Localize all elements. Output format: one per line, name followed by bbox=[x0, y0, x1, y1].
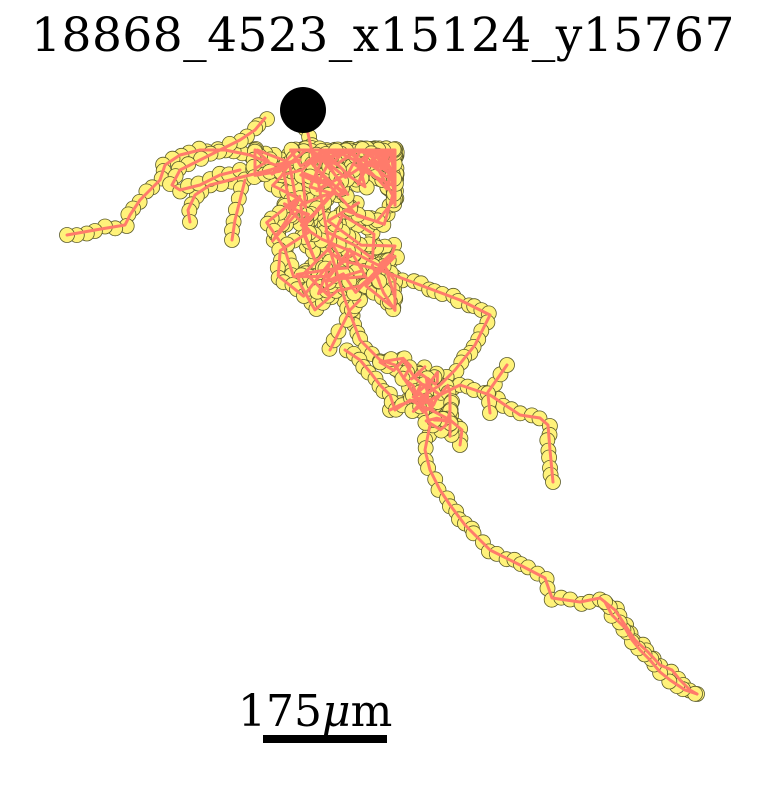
trace-segment-overlay-10 bbox=[328, 298, 362, 352]
trace-segment-overlay-11 bbox=[343, 348, 464, 447]
scale-unit-suffix: m bbox=[350, 686, 393, 737]
trace-segment-overlay-3 bbox=[186, 158, 302, 224]
trace-segment-overlay-12 bbox=[253, 148, 397, 312]
trace-segment-overlay-8 bbox=[486, 363, 509, 394]
trace-segment-overlay-7 bbox=[428, 383, 555, 484]
soma-marker bbox=[280, 87, 326, 133]
trace-segment-overlay-13 bbox=[378, 356, 452, 438]
scale-value: 175 bbox=[238, 686, 322, 737]
figure-title: 18868_4523_x15124_y15767 bbox=[31, 8, 735, 63]
trace-segment-overlay-5 bbox=[230, 178, 247, 242]
trace-segment-overlay-1 bbox=[603, 600, 699, 696]
trace-segment-overlay-9 bbox=[486, 393, 492, 415]
trace-segment-overlay-4 bbox=[170, 116, 267, 192]
scale-bar bbox=[263, 735, 387, 743]
trace-segment-overlay-2 bbox=[65, 148, 302, 237]
scale-unit-symbol: μ bbox=[321, 686, 351, 737]
trace-nodes bbox=[59, 100, 705, 702]
scale-bar-label: 175μm bbox=[238, 686, 398, 737]
